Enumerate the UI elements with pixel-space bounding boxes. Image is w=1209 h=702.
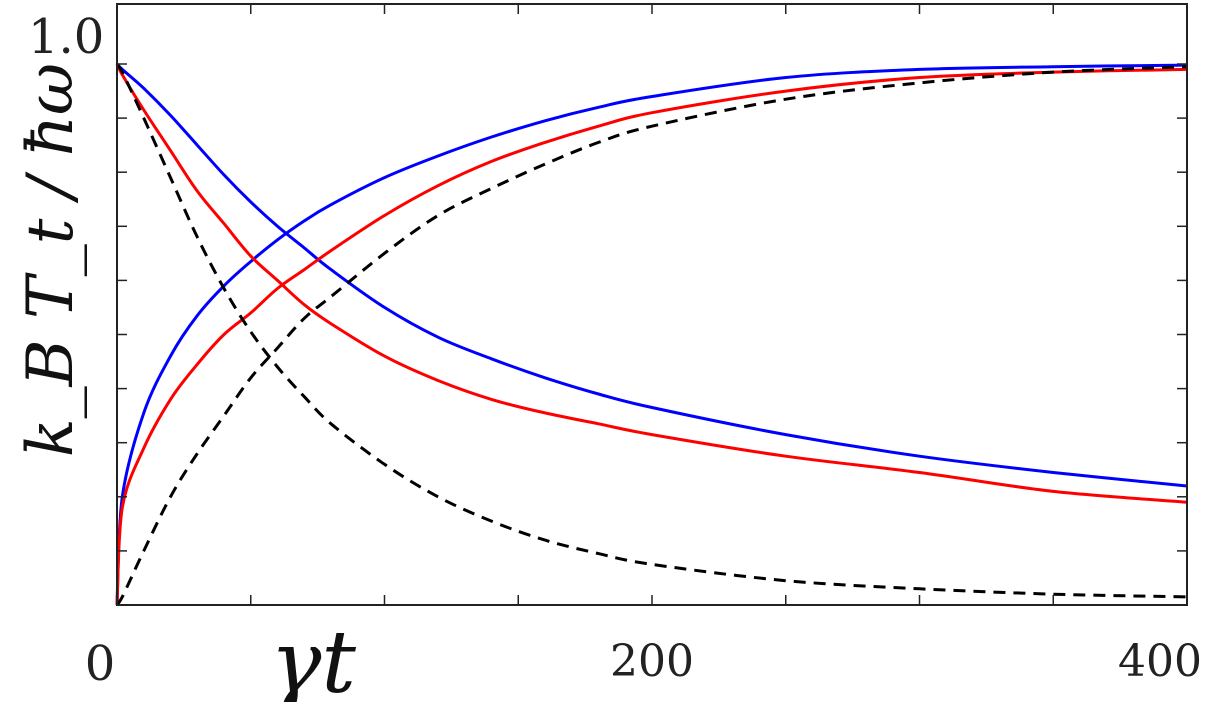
- x-tick-label-200: 200: [610, 636, 694, 687]
- series-line-4: [115, 65, 1188, 606]
- axis-ticks: [117, 4, 1187, 605]
- x-axis-label: γt: [270, 613, 356, 702]
- x-tick-label-400: 400: [1118, 636, 1202, 687]
- y-tick-label-1: 1.0: [28, 9, 104, 65]
- chart-curves: [115, 62, 1188, 606]
- series-line-5: [115, 63, 1188, 599]
- y-axis-label: k_B T_t / ħω: [14, 63, 88, 457]
- series-line-1: [115, 62, 1188, 488]
- plot-frame: [116, 3, 1188, 606]
- x-tick-label-0: 0: [85, 636, 116, 692]
- series-line-0: [115, 63, 1188, 606]
- series-line-2: [115, 67, 1188, 606]
- series-line-3: [115, 63, 1188, 504]
